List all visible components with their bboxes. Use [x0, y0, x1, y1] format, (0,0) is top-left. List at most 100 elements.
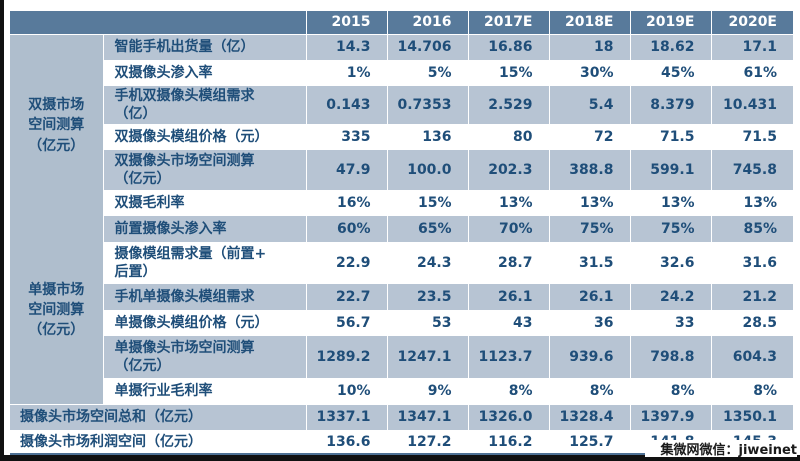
table-row: 双摄市场 空间测算 （亿元） 智能手机出货量（亿） 14.3 14.706 16… — [10, 34, 793, 217]
cell-value: 1347.1 — [387, 403, 469, 431]
cell-value: 5.4 — [549, 86, 631, 125]
table-row-total: 摄像头市场空间总和（亿元） 1337.1 1347.1 1326.0 1328.… — [10, 403, 793, 431]
cell-value: 335 — [306, 124, 388, 151]
table-row: 双摄毛利率 16% 15% 13% 13% 13% 13% — [10, 190, 793, 217]
row-label: 单摄像头模组价格（元） — [103, 310, 307, 337]
cell-value: 24.3 — [387, 242, 469, 285]
table-row: 摄像模组需求量（前置+ 后置） 22.9 24.3 28.7 31.5 32.6… — [10, 242, 793, 285]
cell-value: 60% — [306, 216, 388, 243]
cell-value: 43 — [468, 310, 550, 337]
year-header-2017e: 2017E — [468, 11, 550, 35]
cell-value: 13% — [549, 190, 631, 217]
cell-value: 8% — [468, 378, 550, 405]
cell-value: 31.6 — [711, 242, 793, 285]
row-label: 摄像头市场空间总和（亿元） — [10, 403, 307, 431]
cell-value: 71.5 — [630, 124, 712, 151]
cell-value: 202.3 — [468, 150, 550, 191]
cell-value: 17.1 — [711, 34, 793, 60]
cell-value: 23.5 — [387, 284, 469, 311]
cell-value: 28.7 — [468, 242, 550, 285]
cell-value: 26.1 — [468, 284, 550, 311]
table-row: 单摄市场 空间测算 （亿元） 前置摄像头渗入率 60% 65% 70% 75% … — [10, 216, 793, 405]
table-row: 双摄像头模组价格（元） 335 136 80 72 71.5 71.5 — [10, 124, 793, 151]
cell-value: 28.5 — [711, 310, 793, 337]
cell-value: 18 — [549, 34, 631, 60]
camera-market-space-table: 2015 2016 2017E 2018E 2019E 2020E 双摄市场 空… — [10, 11, 793, 456]
cell-value: 100.0 — [387, 150, 469, 191]
cell-value: 9% — [387, 378, 469, 405]
cell-value: 13% — [468, 190, 550, 217]
cell-value: 26.1 — [549, 284, 631, 311]
cell-value: 8% — [711, 378, 793, 405]
year-header-2015: 2015 — [306, 11, 388, 35]
group-label-single-camera: 单摄市场 空间测算 （亿元） — [10, 216, 104, 405]
frame-bottom-line — [0, 455, 800, 461]
cell-value: 1328.4 — [549, 403, 631, 431]
cell-value: 604.3 — [711, 336, 793, 379]
cell-value: 45% — [630, 60, 712, 86]
table-row: 手机双摄像头模组需求 （亿） 0.143 0.7353 2.529 5.4 8.… — [10, 86, 793, 125]
cell-value: 15% — [387, 190, 469, 217]
cell-value: 136 — [387, 124, 469, 151]
cell-value: 1% — [306, 60, 388, 86]
cell-value: 5% — [387, 60, 469, 86]
cell-value: 16.86 — [468, 34, 550, 60]
cell-value: 22.9 — [306, 242, 388, 285]
cell-value: 116.2 — [468, 429, 550, 455]
cell-value: 136.6 — [306, 429, 388, 455]
cell-value: 47.9 — [306, 150, 388, 191]
cell-value: 1397.9 — [630, 403, 712, 431]
row-label: 双摄毛利率 — [103, 190, 307, 217]
cell-value: 10.431 — [711, 86, 793, 125]
cell-value: 85% — [711, 216, 793, 243]
row-label: 摄像头市场利润空间（亿元） — [10, 429, 307, 455]
cell-value: 71.5 — [711, 124, 793, 151]
cell-value: 31.5 — [549, 242, 631, 285]
cell-value: 36 — [549, 310, 631, 337]
year-header-2016: 2016 — [387, 11, 469, 35]
row-label: 双摄像头模组价格（元） — [103, 124, 307, 151]
row-label: 双摄像头市场空间测算 （亿元） — [103, 150, 307, 191]
cell-value: 14.706 — [387, 34, 469, 60]
cell-value: 18.62 — [630, 34, 712, 60]
cell-value: 30% — [549, 60, 631, 86]
header-corner-cell — [10, 11, 307, 35]
cell-value: 72 — [549, 124, 631, 151]
cell-value: 388.8 — [549, 150, 631, 191]
cell-value: 798.8 — [630, 336, 712, 379]
table-row: 单摄像头市场空间测算 （亿元） 1289.2 1247.1 1123.7 939… — [10, 336, 793, 379]
group-label-dual-camera: 双摄市场 空间测算 （亿元） — [10, 34, 104, 217]
row-label: 手机单摄像头模组需求 — [103, 284, 307, 311]
row-label: 手机双摄像头模组需求 （亿） — [103, 86, 307, 125]
year-header-2018e: 2018E — [549, 11, 631, 35]
cell-value: 13% — [630, 190, 712, 217]
cell-value: 125.7 — [549, 429, 631, 455]
frame-left-line — [0, 0, 4, 461]
year-header-2020e: 2020E — [711, 11, 793, 35]
table-row: 双摄像头渗入率 1% 5% 15% 30% 45% 61% — [10, 60, 793, 86]
table-row: 单摄行业毛利率 10% 9% 8% 8% 8% 8% — [10, 378, 793, 405]
cell-value: 16% — [306, 190, 388, 217]
cell-value: 24.2 — [630, 284, 712, 311]
cell-value: 8% — [630, 378, 712, 405]
cell-value: 8% — [549, 378, 631, 405]
cell-value: 599.1 — [630, 150, 712, 191]
cell-value: 53 — [387, 310, 469, 337]
cell-value: 1123.7 — [468, 336, 550, 379]
row-label: 单摄像头市场空间测算 （亿元） — [103, 336, 307, 379]
cell-value: 939.6 — [549, 336, 631, 379]
cell-value: 32.6 — [630, 242, 712, 285]
cell-value: 1289.2 — [306, 336, 388, 379]
cell-value: 61% — [711, 60, 793, 86]
cell-value: 1326.0 — [468, 403, 550, 431]
cell-value: 8.379 — [630, 86, 712, 125]
cell-value: 75% — [549, 216, 631, 243]
cell-value: 65% — [387, 216, 469, 243]
row-label: 智能手机出货量（亿） — [103, 34, 307, 60]
cell-value: 75% — [630, 216, 712, 243]
table-row: 双摄像头市场空间测算 （亿元） 47.9 100.0 202.3 388.8 5… — [10, 150, 793, 191]
row-label: 摄像模组需求量（前置+ 后置） — [103, 242, 307, 285]
cell-value: 0.143 — [306, 86, 388, 125]
cell-value: 70% — [468, 216, 550, 243]
